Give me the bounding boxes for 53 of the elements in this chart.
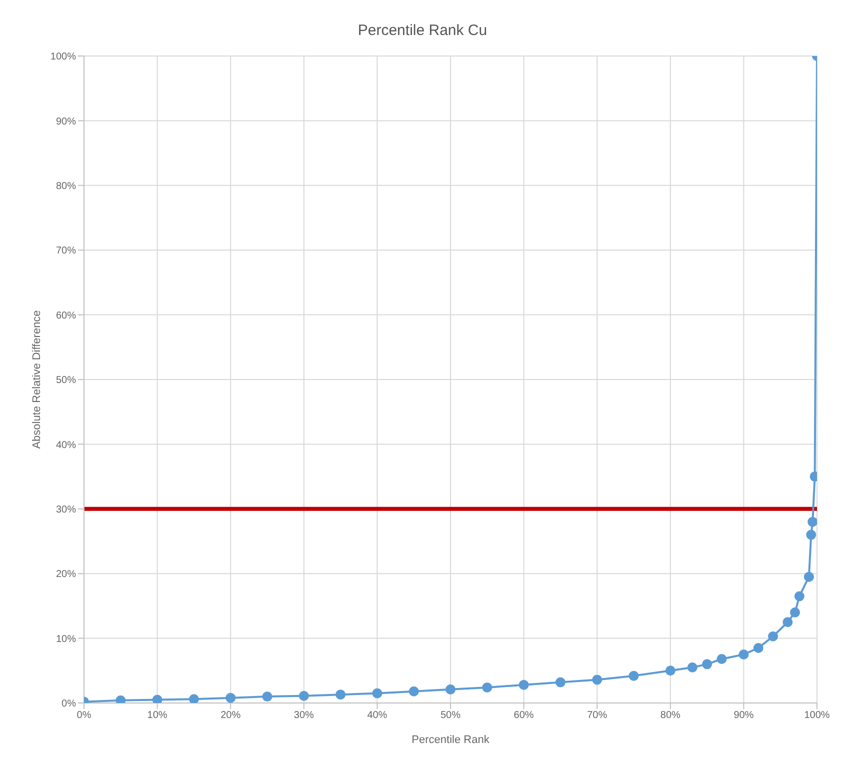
x-tick-label: 10% xyxy=(147,710,168,722)
y-tick-label: 60% xyxy=(56,310,76,322)
x-tick-label: 20% xyxy=(220,710,241,722)
x-tick-label: 0% xyxy=(76,710,92,722)
y-tick-label: 50% xyxy=(56,375,76,386)
y-tick-label: 90% xyxy=(56,116,76,128)
point xyxy=(518,680,529,690)
point xyxy=(628,670,639,681)
y-tick-label: 30% xyxy=(56,504,76,516)
point xyxy=(408,686,419,696)
y-tick-label: 10% xyxy=(56,634,76,645)
y-tick-label: 80% xyxy=(56,180,76,192)
point xyxy=(665,666,676,676)
x-tick-label: 50% xyxy=(440,710,461,722)
x-tick-label: 60% xyxy=(514,710,534,722)
x-tick-label: 70% xyxy=(587,710,608,722)
point xyxy=(790,607,800,618)
point xyxy=(806,530,816,540)
point xyxy=(372,688,382,698)
y-tick-label: 70% xyxy=(56,246,76,257)
point xyxy=(702,659,712,670)
point xyxy=(226,692,236,703)
point xyxy=(753,643,764,654)
x-axis-title: Percentile Rank xyxy=(412,734,490,746)
point xyxy=(482,682,492,692)
point xyxy=(808,516,817,527)
point xyxy=(592,674,602,685)
y-tick-label: 40% xyxy=(56,440,76,451)
point xyxy=(738,649,749,660)
y-tick-label: 0% xyxy=(62,698,76,710)
point xyxy=(152,694,162,703)
x-tick-label: 100% xyxy=(804,710,830,722)
point xyxy=(188,694,199,703)
chart-title: Percentile Rank Cu xyxy=(356,21,488,41)
point xyxy=(687,662,698,672)
point xyxy=(782,617,793,628)
x-tick-label: 90% xyxy=(734,710,754,722)
point xyxy=(794,591,804,602)
x-tick-label: 40% xyxy=(367,710,388,722)
y-tick-label: 100% xyxy=(50,52,76,63)
point xyxy=(804,572,814,582)
point xyxy=(716,654,727,664)
y-tick-label: 20% xyxy=(56,569,76,580)
point xyxy=(116,695,126,703)
point xyxy=(298,690,309,701)
point xyxy=(446,684,456,694)
point xyxy=(262,692,272,702)
point xyxy=(336,690,346,700)
x-tick-label: 30% xyxy=(294,710,314,722)
x-tick-label: 80% xyxy=(660,710,681,722)
point xyxy=(555,677,566,688)
y-axis-title: Absolute Relative Difference xyxy=(30,310,43,449)
point xyxy=(768,631,778,642)
